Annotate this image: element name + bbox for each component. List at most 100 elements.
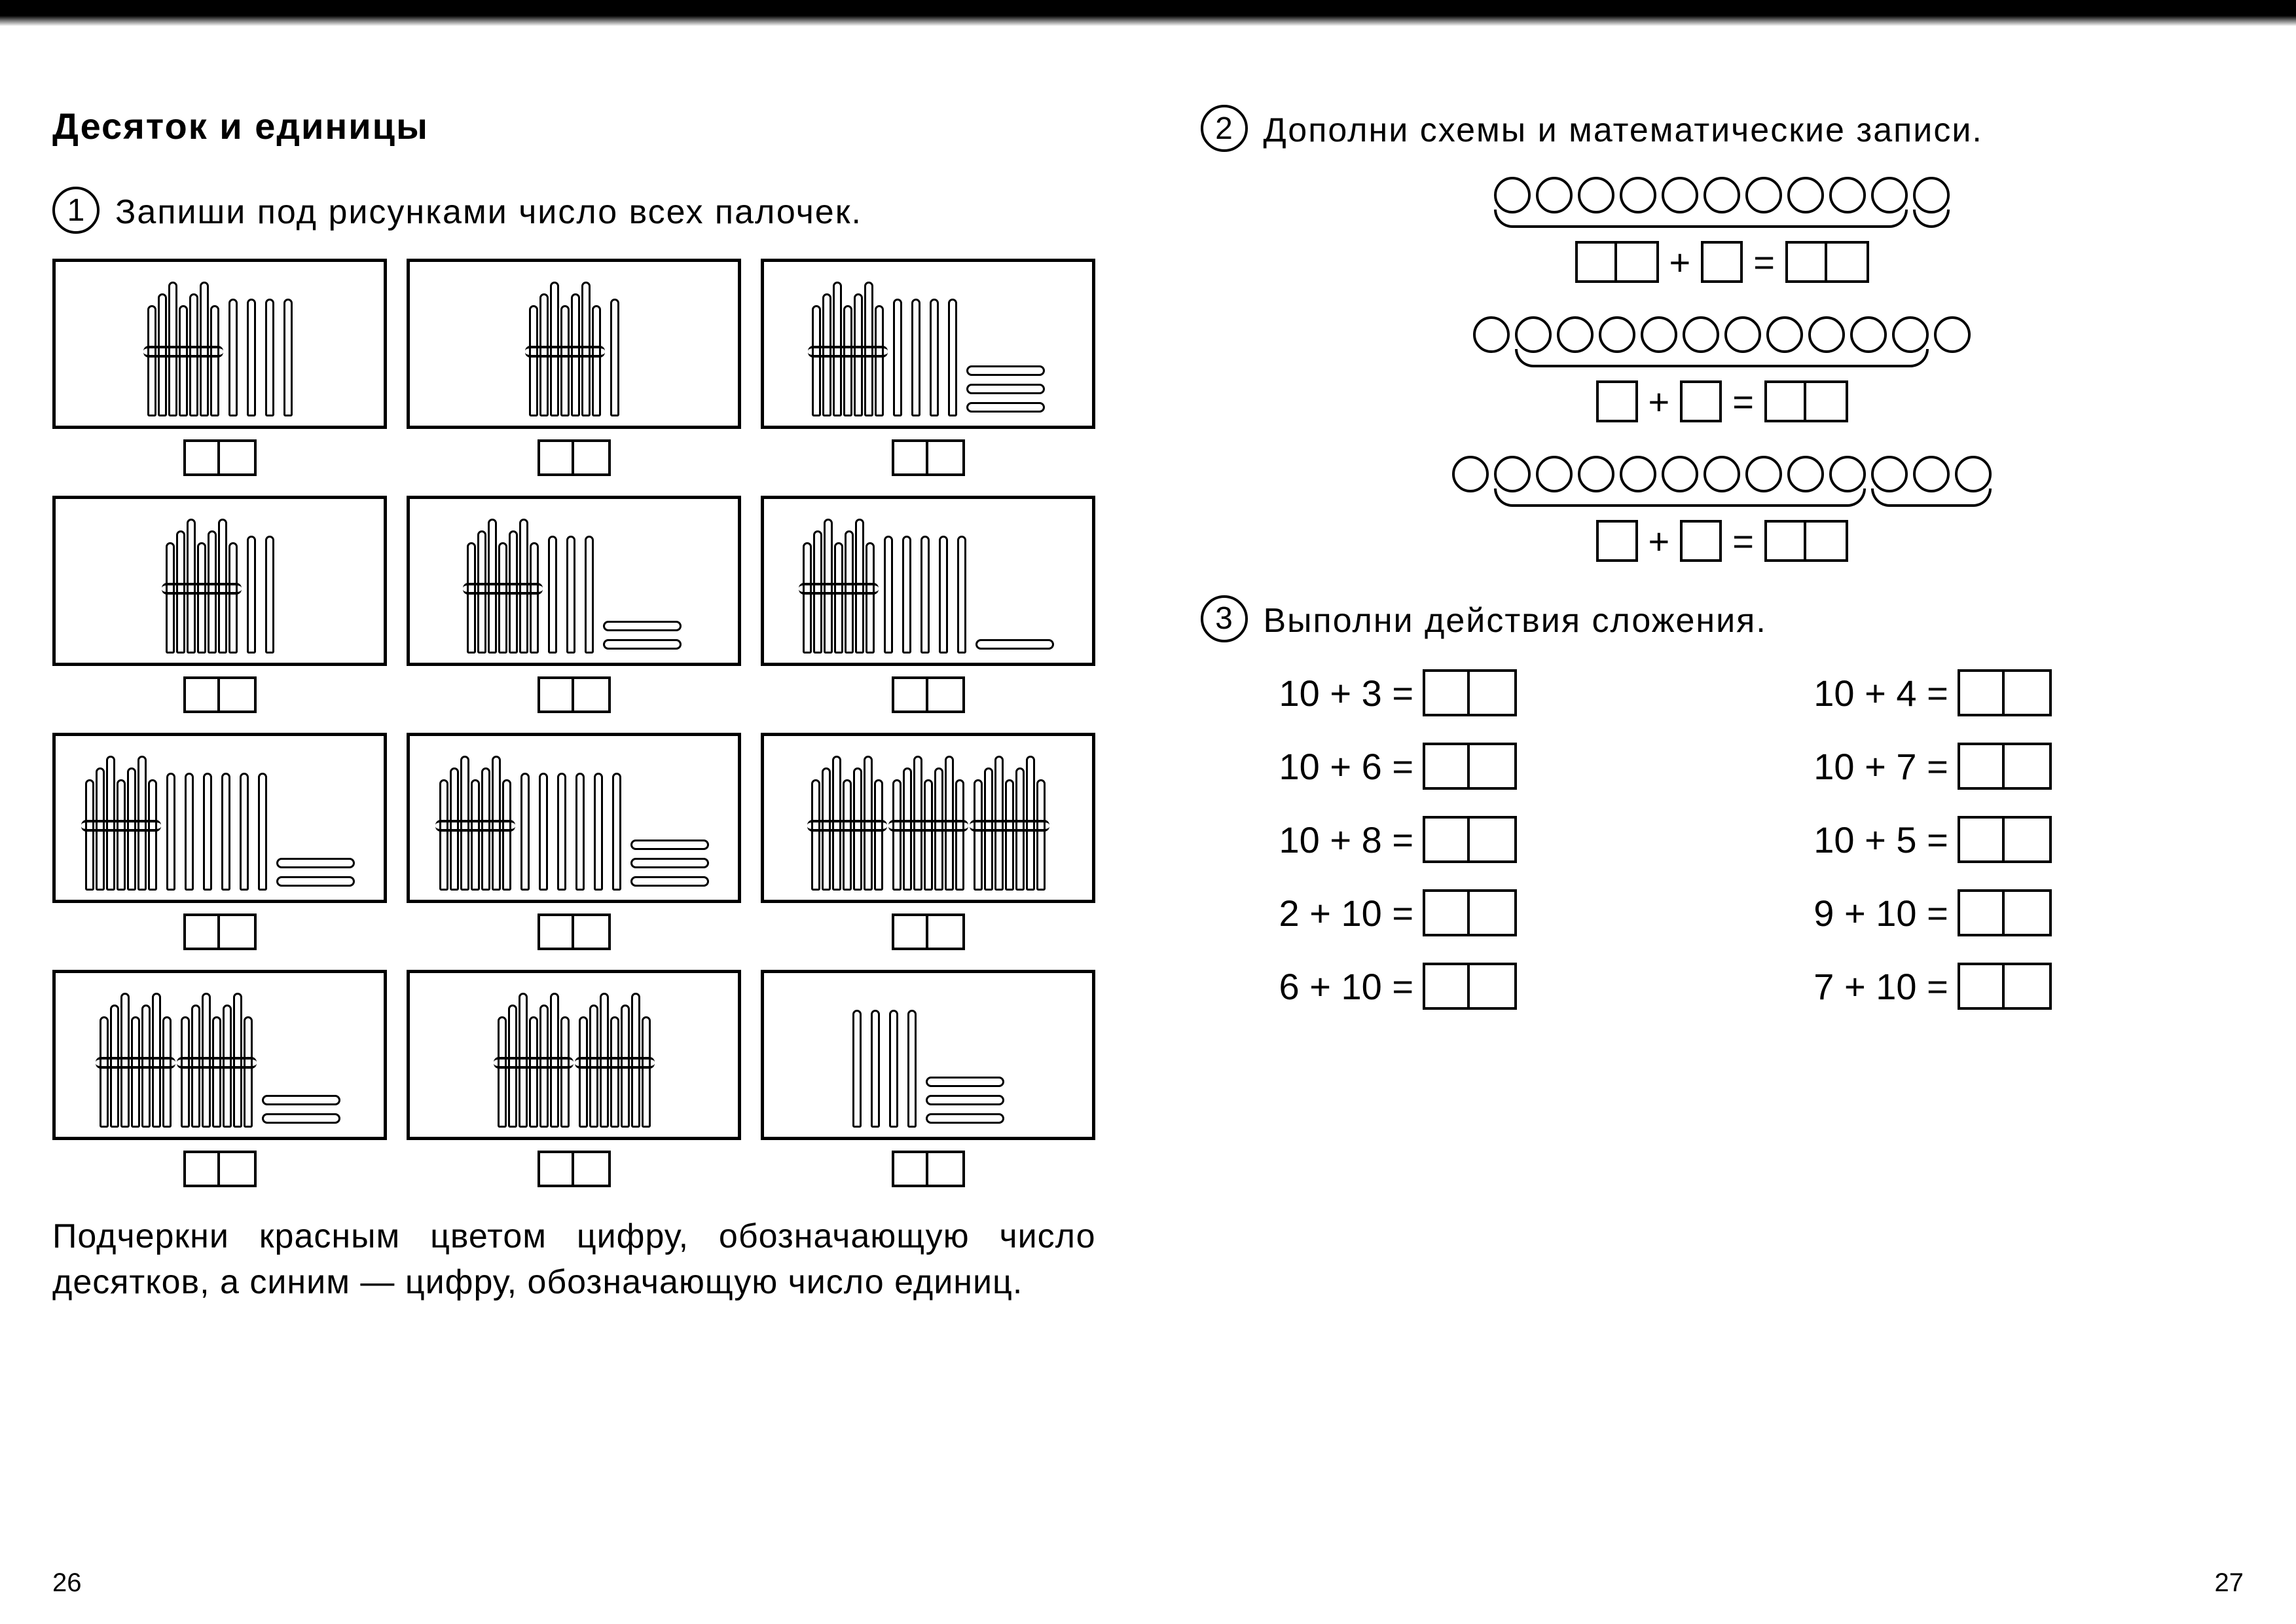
stick [945,756,954,891]
answer-two-box[interactable] [1423,963,1517,1010]
answer-two-box[interactable] [183,1151,257,1187]
answer-two-box[interactable] [538,676,611,713]
answer-box[interactable] [1680,380,1722,422]
answer-two-box[interactable] [538,1151,611,1187]
answer-two-box[interactable] [1423,816,1517,863]
stick [621,1005,630,1128]
stick-cell [52,259,387,476]
answer-two-box[interactable] [892,1151,965,1187]
answer-two-box[interactable] [183,439,257,476]
answer-two-box[interactable] [183,676,257,713]
stick-box [52,496,387,666]
page-right: 2 Дополни схемы и математические записи.… [1148,0,2296,1624]
circle-row [1494,177,1950,228]
answer-two-box[interactable] [892,439,965,476]
group-arc [1494,489,1866,507]
stick [439,779,448,891]
stick-bundle [812,282,884,416]
answer-two-box[interactable] [538,439,611,476]
answer-two-box[interactable] [1423,669,1517,716]
stick-cell [761,970,1095,1187]
addition-expression: 6 + 10 = [1279,965,1414,1008]
answer-two-box[interactable] [1958,669,2052,716]
answer-two-box[interactable] [538,913,611,950]
task-1-header: 1 Запиши под рисунками число всех палоче… [52,187,1096,235]
stick [571,293,580,416]
answer-two-box[interactable] [1575,241,1659,283]
addition-expression: 10 + 4 = [1813,672,1948,714]
answer-box[interactable] [1701,241,1743,283]
stick [467,542,476,654]
answer-box[interactable] [1596,520,1638,562]
circle-row [1473,316,1971,367]
stick-bundle [579,993,651,1128]
circle-icon [1808,316,1845,353]
answer-two-box[interactable] [1958,889,2052,936]
stick-cell [761,259,1095,476]
stick-box [761,970,1095,1140]
stick [924,779,933,891]
answer-box[interactable] [1596,380,1638,422]
stick [824,519,833,654]
stick-lying [603,621,682,631]
answer-two-box[interactable] [892,913,965,950]
stick [96,767,105,891]
stick [843,779,852,891]
stick [539,773,548,891]
circle-icon [1829,456,1866,492]
stick-lying [926,1095,1004,1105]
stick [519,519,528,654]
stick [631,993,640,1128]
stick [833,282,842,416]
stick [957,536,966,654]
answer-two-box[interactable] [1423,743,1517,790]
addition-row: 7 + 10 = [1813,963,2244,1010]
answer-two-box[interactable] [892,676,965,713]
answer-two-box[interactable] [1958,743,2052,790]
stick [550,282,559,416]
addition-expression: 10 + 5 = [1813,819,1948,861]
circle-icon [1829,177,1866,213]
stick [127,767,136,891]
equals-sign: = [1753,241,1775,284]
stick [539,293,549,416]
circle-scheme: += [1201,177,2244,284]
stick [579,1016,588,1128]
circle-icon [1704,456,1740,492]
stick [502,779,511,891]
stick [212,1016,221,1128]
addition-expression: 10 + 8 = [1279,819,1414,861]
circle-icon [1787,177,1824,213]
stick [911,299,920,416]
answer-box[interactable] [1680,520,1722,562]
circle-icon [1536,177,1573,213]
stick [244,1016,253,1128]
circle-icon [1850,316,1887,353]
answer-two-box[interactable] [1958,816,2052,863]
answer-two-box[interactable] [1764,380,1848,422]
circle-icon [1683,316,1719,353]
answer-two-box[interactable] [1764,520,1848,562]
stick [240,773,249,891]
stick-bundle [147,282,219,416]
stick-cell [761,496,1095,713]
stick [179,305,188,416]
circle-icon [1787,456,1824,492]
page-number-left: 26 [52,1568,82,1598]
stick-box [761,733,1095,903]
answer-two-box[interactable] [183,913,257,950]
stick [852,1010,862,1128]
group-arc [1913,210,1950,228]
answer-two-box[interactable] [1785,241,1869,283]
stick [450,767,459,891]
stick [612,773,621,891]
stick-cell [52,970,387,1187]
answer-two-box[interactable] [1958,963,2052,1010]
stick [884,536,893,654]
stick [642,1016,651,1128]
equals-sign: = [1732,380,1754,423]
stick [566,536,575,654]
stick [181,1016,190,1128]
stick-bundle [467,519,539,654]
answer-two-box[interactable] [1423,889,1517,936]
